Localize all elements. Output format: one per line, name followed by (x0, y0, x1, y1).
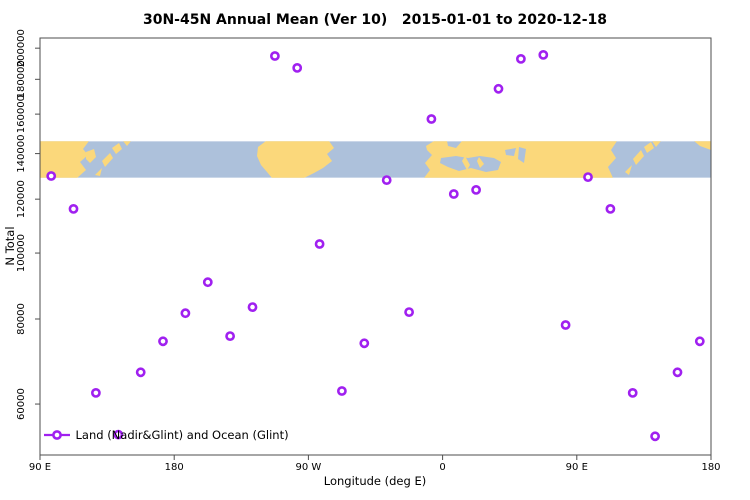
legend-label: Land (Nadir&Glint) and Ocean (Glint) (76, 428, 289, 442)
data-point (672, 367, 683, 378)
land-shape (112, 143, 122, 154)
data-point (448, 189, 459, 199)
y-tick-label: 160000 (16, 95, 27, 133)
data-point (381, 175, 392, 185)
sea-shape (518, 147, 526, 163)
plot-frame (39, 37, 712, 456)
y-tick-label: 60000 (16, 388, 27, 420)
data-point (247, 302, 258, 312)
x-axis-label: Longitude (deg E) (324, 474, 426, 488)
data-point (404, 307, 414, 317)
y-tick-label: 120000 (16, 180, 27, 218)
data-point (91, 387, 101, 398)
data-point (605, 203, 616, 214)
data-point (314, 239, 325, 249)
y-tick-label: 140000 (16, 135, 27, 173)
y-tick-label: 100000 (16, 234, 27, 272)
data-point (135, 367, 146, 378)
sea-shape (505, 148, 516, 156)
data-point (180, 308, 191, 319)
data-point (336, 386, 347, 396)
land-shape (462, 156, 470, 170)
land-shape (257, 141, 334, 178)
land-shape (95, 168, 102, 176)
data-point (471, 184, 481, 195)
land-shape (652, 141, 661, 147)
land-shape (86, 149, 96, 163)
land-shape (102, 153, 113, 167)
land-shape (625, 165, 632, 175)
data-point (627, 387, 638, 398)
y-tick-label: 180000 (16, 60, 27, 98)
y-tick-label: 200000 (16, 29, 27, 67)
x-tick-label: 90 E (29, 462, 51, 473)
x-tick-label: 0 (439, 462, 445, 473)
data-point (650, 431, 660, 442)
data-point (493, 83, 504, 94)
data-point (560, 320, 571, 330)
legend: Land (Nadir&Glint) and Ocean (Glint) (44, 428, 289, 442)
sea-shape (440, 156, 501, 172)
data-point (202, 277, 213, 288)
land-shape (694, 141, 711, 150)
data-point (113, 429, 124, 440)
data-point (46, 171, 57, 181)
map-band (40, 141, 711, 178)
data-point (292, 63, 303, 73)
legend-marker-icon (52, 430, 62, 440)
y-axis-label: N Total (3, 226, 17, 265)
data-points (46, 50, 705, 442)
data-point (158, 336, 168, 347)
data-point (583, 172, 593, 182)
data-point (269, 51, 280, 61)
data-point (516, 54, 526, 64)
data-point (426, 114, 437, 124)
data-point (359, 338, 370, 349)
y-tick-label: 80000 (16, 303, 27, 335)
land-shape (644, 142, 654, 153)
x-tick-label: 180 (165, 462, 184, 473)
data-point (538, 50, 549, 60)
x-tick-label: 180 (701, 462, 720, 473)
land-shape (633, 150, 644, 165)
land-shape (477, 157, 484, 168)
land-shape (40, 141, 89, 178)
data-point (68, 203, 79, 214)
axes: 60000 80000 100000 120000 140000 160000180000… (16, 29, 721, 473)
land-shape (123, 141, 131, 146)
x-tick-label: 90 W (296, 462, 322, 473)
x-tick-label: 90 E (566, 462, 588, 473)
data-point (694, 336, 705, 347)
chart-title: 30N-45N Annual Mean (Ver 10) 2015-01-01 … (143, 12, 607, 28)
data-point (225, 331, 235, 341)
